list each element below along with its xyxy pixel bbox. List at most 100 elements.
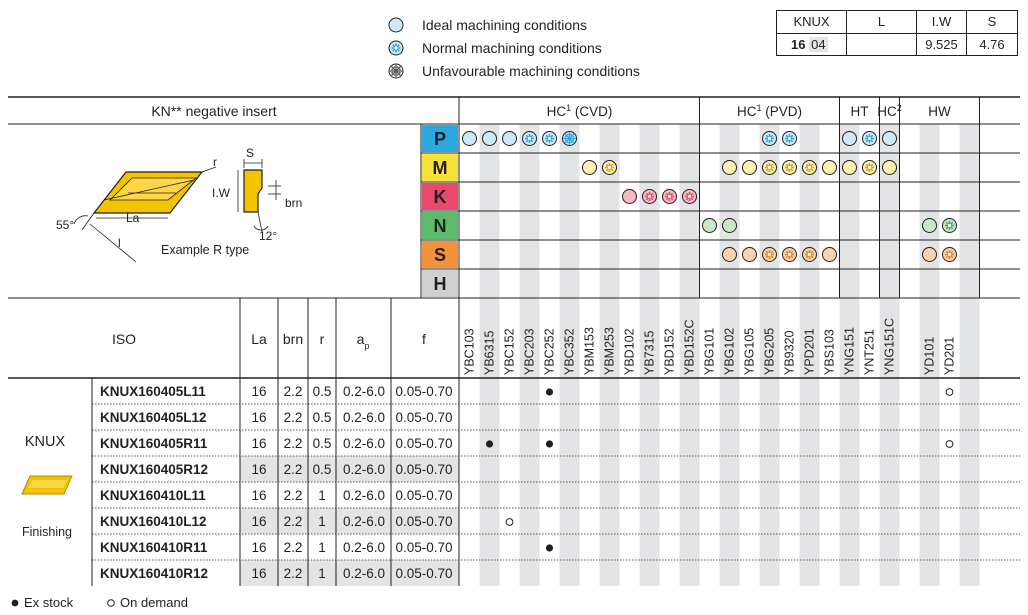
f-value: 0.05-0.70 bbox=[395, 566, 452, 581]
material-h-tile bbox=[422, 270, 458, 297]
r-value: 1 bbox=[318, 488, 326, 503]
legend: Ideal machining conditions Normal machin… bbox=[386, 14, 686, 82]
r-value: 1 bbox=[318, 540, 326, 555]
suitability-symbol bbox=[722, 247, 737, 262]
material-p-tile bbox=[422, 125, 458, 152]
r-value: 0.5 bbox=[313, 410, 332, 425]
suitability-symbol bbox=[502, 131, 517, 146]
table-row: KNUX160405L11 16 2.2 0.5 0.2-6.0 0.05-0.70 bbox=[100, 384, 954, 399]
r-value: 1 bbox=[318, 514, 326, 529]
grade-group-header: HC1 (PVD) bbox=[737, 103, 802, 119]
table-row: KNUX160410L12 16 2.2 1 0.2-6.0 0.05-0.70 bbox=[100, 514, 514, 529]
suitability-symbol bbox=[802, 160, 817, 175]
dim-header-l: L bbox=[877, 14, 886, 29]
insert-label-s: S bbox=[246, 146, 254, 160]
grade-label: YBC252 bbox=[543, 328, 557, 375]
insert-rake-line bbox=[103, 179, 195, 201]
demand-mark bbox=[945, 388, 954, 396]
iso-code: KNUX160405L11 bbox=[100, 384, 206, 399]
suitability-symbol bbox=[642, 189, 657, 204]
suitability-symbol bbox=[822, 247, 837, 262]
ap-value: 0.2-6.0 bbox=[343, 514, 385, 529]
suitability-symbol bbox=[862, 131, 877, 146]
legend-ideal-text: Ideal machining conditions bbox=[422, 17, 587, 33]
suitability-symbol bbox=[842, 131, 857, 146]
legend-symbols bbox=[388, 17, 404, 79]
insert-drawing: r S I.W brn La l 55° 12° Example R type bbox=[56, 146, 302, 263]
ap-value: 0.2-6.0 bbox=[343, 410, 385, 425]
stock-dot-icon bbox=[11, 599, 19, 607]
suitability-symbol bbox=[742, 160, 757, 175]
la-column-header: La bbox=[251, 331, 267, 347]
brn-value: 2.2 bbox=[284, 436, 303, 451]
grade-label: YBG101 bbox=[703, 328, 717, 375]
suitability-symbol bbox=[662, 189, 677, 204]
insert-side-shape bbox=[243, 169, 263, 213]
suitability-symbol bbox=[522, 131, 537, 146]
grade-label: YB7315 bbox=[643, 330, 657, 375]
grade-label: YBC103 bbox=[463, 328, 477, 375]
la-value: 16 bbox=[251, 488, 266, 503]
r-value: 0.5 bbox=[313, 384, 332, 399]
suitability-symbol bbox=[942, 247, 957, 262]
f-value: 0.05-0.70 bbox=[395, 540, 452, 555]
grade-group-header: HC2 bbox=[877, 103, 902, 119]
ap-column-header: ap bbox=[357, 331, 370, 351]
table-row: KNUX160410R12 16 2.2 1 0.2-6.0 0.05-0.70 bbox=[100, 566, 453, 581]
demand-mark bbox=[505, 518, 514, 526]
dim-value-s: 4.76 bbox=[979, 37, 1005, 52]
suitability-symbol bbox=[462, 131, 477, 146]
stock-mark bbox=[545, 388, 554, 396]
insert-example-label: Example R type bbox=[161, 243, 249, 257]
iso-code: KNUX160410L11 bbox=[100, 488, 206, 503]
material-k-tile bbox=[422, 183, 458, 210]
unfavourable-condition-icon bbox=[388, 63, 404, 79]
grade-label: YBG105 bbox=[743, 328, 757, 375]
grade-label: YD201 bbox=[943, 337, 957, 375]
footer-legend: Ex stock On demand bbox=[0, 594, 400, 614]
grade-label: YBD102 bbox=[623, 328, 637, 375]
iso-code: KNUX160405L12 bbox=[100, 410, 207, 425]
ap-value: 0.2-6.0 bbox=[343, 436, 385, 451]
iso-code: KNUX160410R12 bbox=[100, 566, 208, 581]
ap-value: 0.2-6.0 bbox=[343, 462, 385, 477]
f-value: 0.05-0.70 bbox=[395, 436, 452, 451]
material-s-tile bbox=[422, 241, 458, 268]
legend-normal-text: Normal machining conditions bbox=[422, 40, 602, 56]
brn-value: 2.2 bbox=[284, 514, 303, 529]
la-value: 16 bbox=[251, 514, 266, 529]
la-value: 16 bbox=[251, 540, 266, 555]
brn-value: 2.2 bbox=[284, 462, 303, 477]
dim-header-iw: I.W bbox=[931, 14, 952, 29]
iso-code: KNUX160410L12 bbox=[100, 514, 207, 529]
grade-label: YBC203 bbox=[523, 328, 537, 375]
grade-label: YBG102 bbox=[723, 328, 737, 375]
dimensions-table: KNUX L I.W S 16 04 9.525 4.76 bbox=[776, 10, 1018, 56]
grade-label: YBD152 bbox=[663, 328, 677, 375]
insert-label-iw: I.W bbox=[212, 186, 231, 200]
brn-value: 2.2 bbox=[284, 410, 303, 425]
grade-label: YBS103 bbox=[823, 329, 837, 375]
footer-stock-text: Ex stock bbox=[24, 595, 74, 610]
suitability-symbol bbox=[822, 160, 837, 175]
dim-code: 16 04 bbox=[791, 37, 828, 52]
insert-title: KN** negative insert bbox=[151, 103, 276, 119]
f-value: 0.05-0.70 bbox=[395, 384, 452, 399]
material-h-letter: H bbox=[434, 274, 447, 294]
material-m-tile bbox=[422, 154, 458, 181]
suitability-symbol bbox=[582, 160, 597, 175]
demand-circle-icon bbox=[107, 599, 115, 607]
ap-value: 0.2-6.0 bbox=[343, 540, 385, 555]
stock-mark bbox=[545, 440, 554, 448]
la-value: 16 bbox=[251, 462, 266, 477]
r-value: 0.5 bbox=[313, 462, 332, 477]
material-m-letter: M bbox=[433, 158, 448, 178]
suitability-symbol bbox=[922, 218, 937, 233]
grade-label: YNG151C bbox=[883, 318, 897, 375]
suitability-symbol bbox=[862, 160, 877, 175]
suitability-symbol bbox=[882, 131, 897, 146]
iso-column-header: ISO bbox=[112, 331, 136, 347]
material-n-tile bbox=[422, 212, 458, 239]
